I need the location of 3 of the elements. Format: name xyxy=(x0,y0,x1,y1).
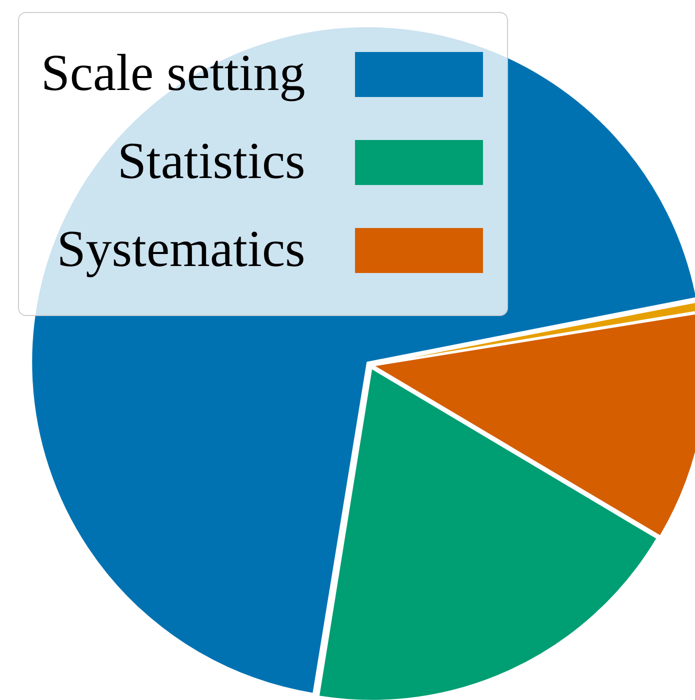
legend-label: Statistics xyxy=(117,132,306,192)
legend-label: Systematics xyxy=(56,220,306,280)
slice-label: Scale setting xyxy=(41,44,306,104)
